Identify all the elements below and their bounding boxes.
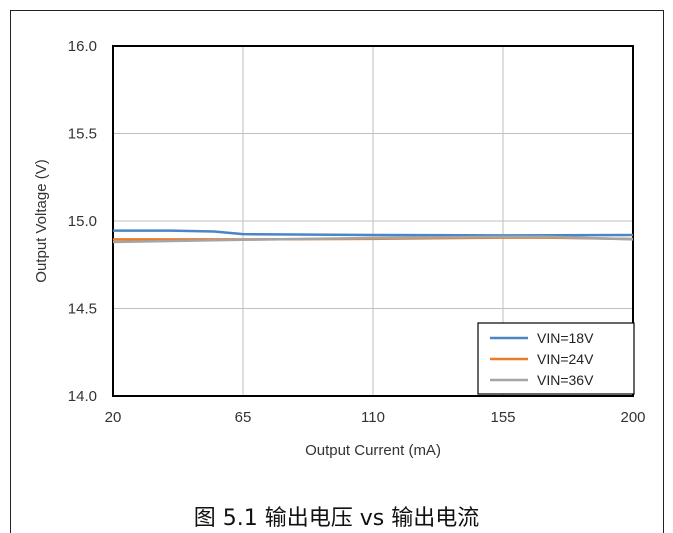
legend: VIN=18V VIN=24V VIN=36V — [477, 322, 635, 395]
x-tick-label: 155 — [490, 409, 515, 426]
y-tick-label: 14.0 — [68, 388, 97, 405]
x-axis-title: Output Current (mA) — [305, 442, 441, 459]
frame-right-edge — [663, 410, 664, 533]
x-tick-label: 65 — [235, 409, 252, 426]
line-chart: 20 65 110 155 200 16.0 15.5 15.0 14.5 14.0 Output… — [33, 38, 646, 459]
y-axis-title: Output Voltage (V) — [33, 159, 50, 282]
figure-caption: 图 5.1 输出电压 vs 输出电流 — [193, 506, 480, 531]
y-tick-label: 15.0 — [68, 213, 97, 230]
series-line-1 — [113, 229, 634, 237]
frame-left-edge — [10, 410, 11, 533]
x-tick-label: 20 — [105, 409, 122, 426]
x-tick-label: 110 — [361, 409, 385, 426]
plot-area-border — [112, 45, 634, 397]
tick-labels: 20 65 110 155 200 16.0 15.5 15.0 14.5 14.0 — [68, 38, 646, 426]
series-lines — [112, 229, 634, 244]
legend-label: VIN=18V — [537, 330, 594, 346]
figure-frame — [10, 10, 664, 410]
x-tick-label: 200 — [620, 409, 645, 426]
y-tick-label: 15.5 — [68, 126, 97, 143]
legend-label: VIN=36V — [537, 372, 594, 388]
series-line-3 — [112, 235, 634, 244]
legend-label: VIN=24V — [537, 351, 594, 367]
y-tick-label: 14.5 — [68, 301, 97, 318]
y-tick-label: 16.0 — [68, 38, 97, 55]
